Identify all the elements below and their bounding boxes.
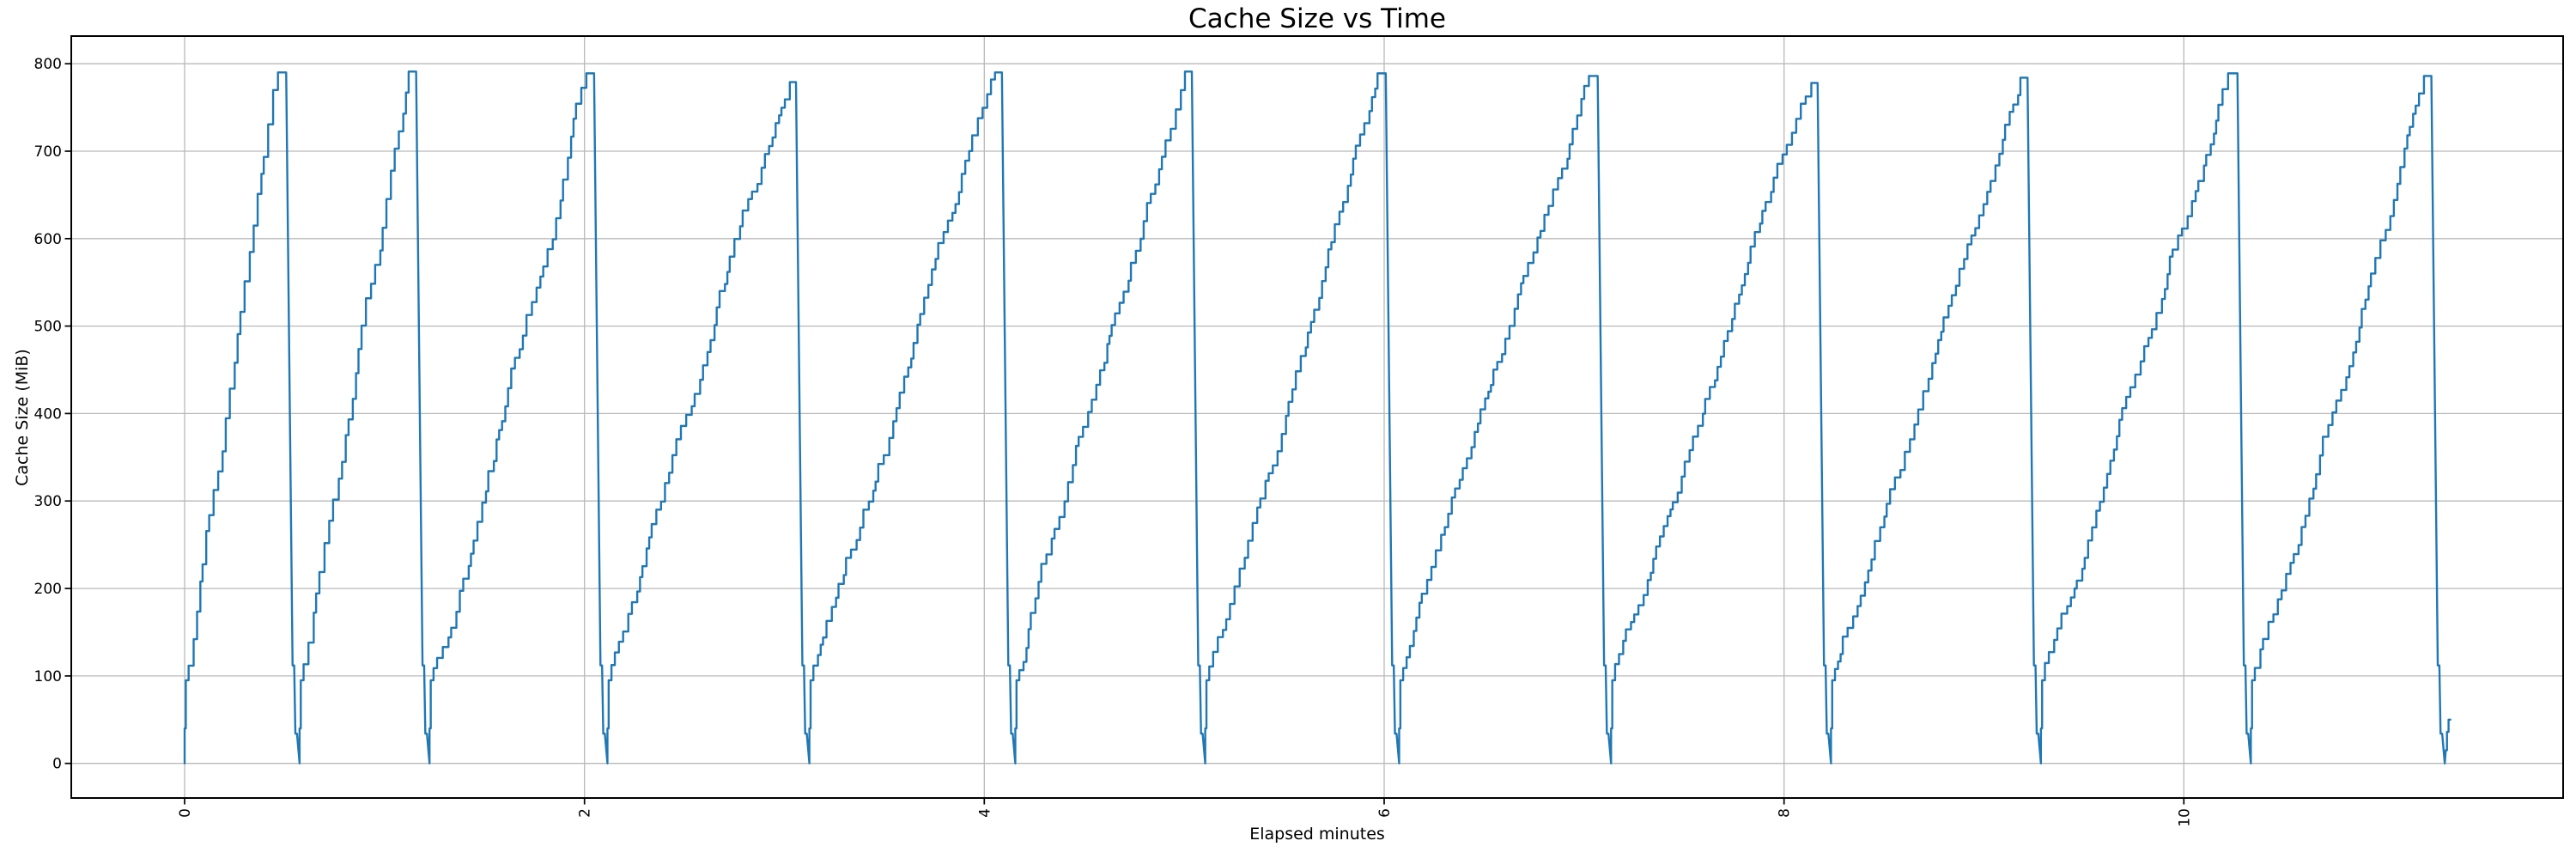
x-axis-label: Elapsed minutes <box>1249 825 1385 844</box>
chart-title: Cache Size vs Time <box>1188 3 1446 34</box>
x-tick-label: 6 <box>1376 808 1394 818</box>
y-tick-label: 300 <box>34 493 62 510</box>
y-tick-label: 500 <box>34 319 62 336</box>
y-tick-label: 700 <box>34 143 62 161</box>
x-tick-label: 8 <box>1777 808 1794 818</box>
x-tick-label: 4 <box>976 808 993 818</box>
y-tick-label: 800 <box>34 56 62 73</box>
cache-size-line <box>183 70 2451 765</box>
y-tick-label: 400 <box>34 405 62 423</box>
axes-spines <box>70 35 2564 799</box>
x-tick-label: 0 <box>177 808 194 818</box>
y-tick-label: 0 <box>52 756 62 773</box>
y-tick-label: 200 <box>34 581 62 598</box>
y-tick-label: 600 <box>34 231 62 248</box>
y-tick-label: 100 <box>34 668 62 685</box>
x-tick-label: 2 <box>577 808 594 818</box>
x-tick-label: 10 <box>2176 808 2193 827</box>
